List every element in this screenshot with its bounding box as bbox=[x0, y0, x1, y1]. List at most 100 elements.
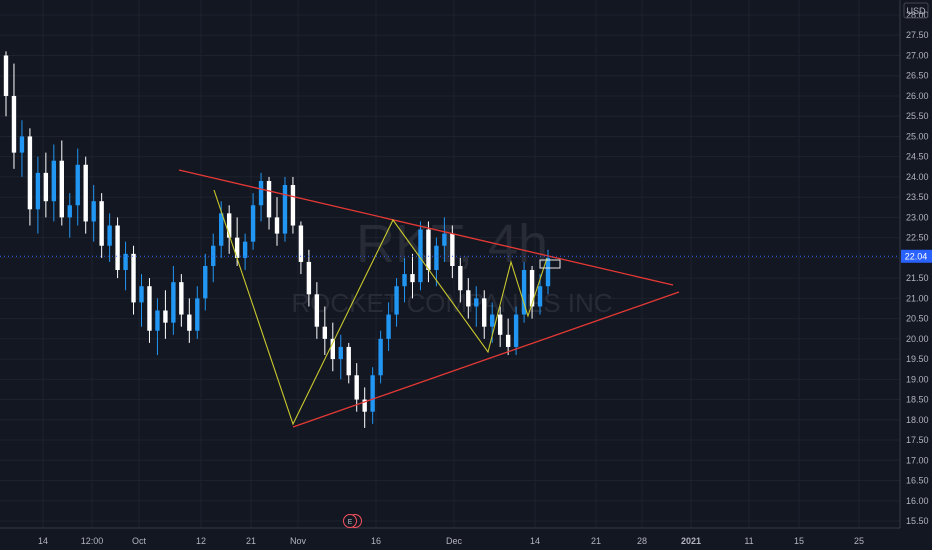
candle-body bbox=[314, 294, 320, 327]
y-tick-label: 20.00 bbox=[906, 334, 929, 344]
candle-body bbox=[99, 201, 104, 246]
drawings[interactable] bbox=[178, 169, 680, 428]
candle bbox=[521, 261, 527, 323]
candle-body bbox=[298, 225, 304, 262]
candle-body bbox=[75, 164, 80, 206]
candle-body bbox=[123, 253, 128, 271]
currency-box[interactable] bbox=[903, 2, 929, 19]
candle-body bbox=[410, 274, 415, 283]
candle-body bbox=[426, 229, 431, 271]
candle bbox=[545, 249, 551, 295]
candle bbox=[505, 318, 511, 356]
candle bbox=[258, 172, 264, 222]
candle-body bbox=[354, 375, 359, 400]
candle-body bbox=[187, 314, 192, 331]
x-tick-label: 12:00 bbox=[81, 536, 104, 546]
candle-body bbox=[147, 286, 152, 331]
candle bbox=[147, 278, 152, 343]
y-tick-label: 21.50 bbox=[906, 273, 929, 283]
candle bbox=[434, 237, 439, 287]
candle bbox=[497, 306, 503, 347]
candle-body bbox=[497, 314, 503, 335]
candle-body bbox=[195, 298, 200, 331]
y-tick-label: 16.50 bbox=[906, 476, 929, 486]
candle bbox=[83, 156, 88, 234]
candle bbox=[338, 334, 343, 380]
candle bbox=[91, 185, 96, 242]
candle bbox=[346, 342, 351, 384]
time-axis[interactable] bbox=[0, 528, 932, 550]
candle bbox=[242, 233, 248, 271]
candle-body bbox=[115, 225, 120, 271]
candle bbox=[370, 367, 375, 424]
candle-body bbox=[203, 265, 208, 299]
y-tick-label: 17.00 bbox=[906, 455, 929, 465]
earnings-marker-label: E bbox=[348, 519, 353, 526]
earnings-marker[interactable]: E bbox=[343, 514, 362, 528]
candle-body bbox=[43, 172, 49, 202]
candle-body bbox=[458, 265, 463, 291]
x-tick-label: 15 bbox=[794, 536, 804, 546]
y-axis-ticks: 15.50 16.00 16.50 17.00 17.50 18.00 18.50 19.00… bbox=[906, 10, 929, 526]
candle bbox=[19, 120, 25, 177]
candle-body bbox=[434, 245, 439, 271]
candle-body bbox=[537, 286, 543, 307]
candle bbox=[458, 257, 463, 303]
candle-body bbox=[107, 225, 112, 246]
candle-body bbox=[330, 338, 335, 360]
currency-label: USD bbox=[906, 6, 926, 16]
candle-body bbox=[27, 136, 33, 210]
y-tick-label: 18.00 bbox=[906, 415, 929, 425]
earnings-marker-ring-front bbox=[343, 514, 357, 528]
candle bbox=[35, 156, 41, 234]
candle-body bbox=[346, 346, 351, 376]
candle-body bbox=[490, 314, 495, 327]
x-tick-label: 21 bbox=[246, 536, 256, 546]
candle-body bbox=[19, 136, 25, 153]
x-tick-label: 25 bbox=[854, 536, 864, 546]
company-watermark: ROCKET COMPANIES INC bbox=[291, 288, 612, 318]
candle bbox=[155, 298, 160, 356]
candle-body bbox=[362, 399, 367, 412]
x-tick-label: Nov bbox=[290, 536, 307, 546]
candle-body bbox=[226, 213, 232, 238]
candle bbox=[195, 286, 200, 339]
candle bbox=[203, 253, 208, 311]
y-tick-label: 28.00 bbox=[906, 10, 929, 20]
target-box bbox=[539, 259, 561, 269]
candle bbox=[482, 290, 487, 339]
y-tick-label: 27.50 bbox=[906, 30, 929, 40]
candle-body bbox=[234, 237, 240, 258]
candle-body bbox=[91, 201, 96, 222]
candle-body bbox=[474, 298, 479, 307]
candle bbox=[354, 363, 359, 412]
candle-body bbox=[139, 286, 144, 303]
x-tick-label: 16 bbox=[371, 536, 381, 546]
candle bbox=[171, 265, 176, 335]
candle-body bbox=[386, 314, 391, 339]
candle bbox=[306, 249, 312, 307]
candle bbox=[282, 176, 288, 242]
price-axis[interactable] bbox=[900, 0, 932, 550]
candle bbox=[75, 148, 80, 226]
candle bbox=[11, 63, 17, 169]
candle-body bbox=[338, 346, 343, 360]
candle-body bbox=[3, 55, 9, 96]
candle bbox=[529, 265, 535, 319]
candle-body bbox=[258, 180, 264, 206]
candle-body bbox=[378, 338, 383, 376]
candle bbox=[187, 298, 192, 343]
candle-body bbox=[266, 180, 272, 218]
candle bbox=[3, 51, 9, 117]
candle bbox=[266, 176, 272, 230]
y-tick-label: 24.50 bbox=[906, 152, 929, 162]
candle-body bbox=[242, 241, 248, 258]
candle bbox=[410, 253, 415, 299]
candle-body bbox=[322, 326, 328, 339]
y-tick-label: 18.50 bbox=[906, 395, 929, 405]
candle-body bbox=[450, 233, 455, 266]
x-tick-label: 14 bbox=[530, 536, 540, 546]
y-tick-label: 22.50 bbox=[906, 233, 929, 243]
